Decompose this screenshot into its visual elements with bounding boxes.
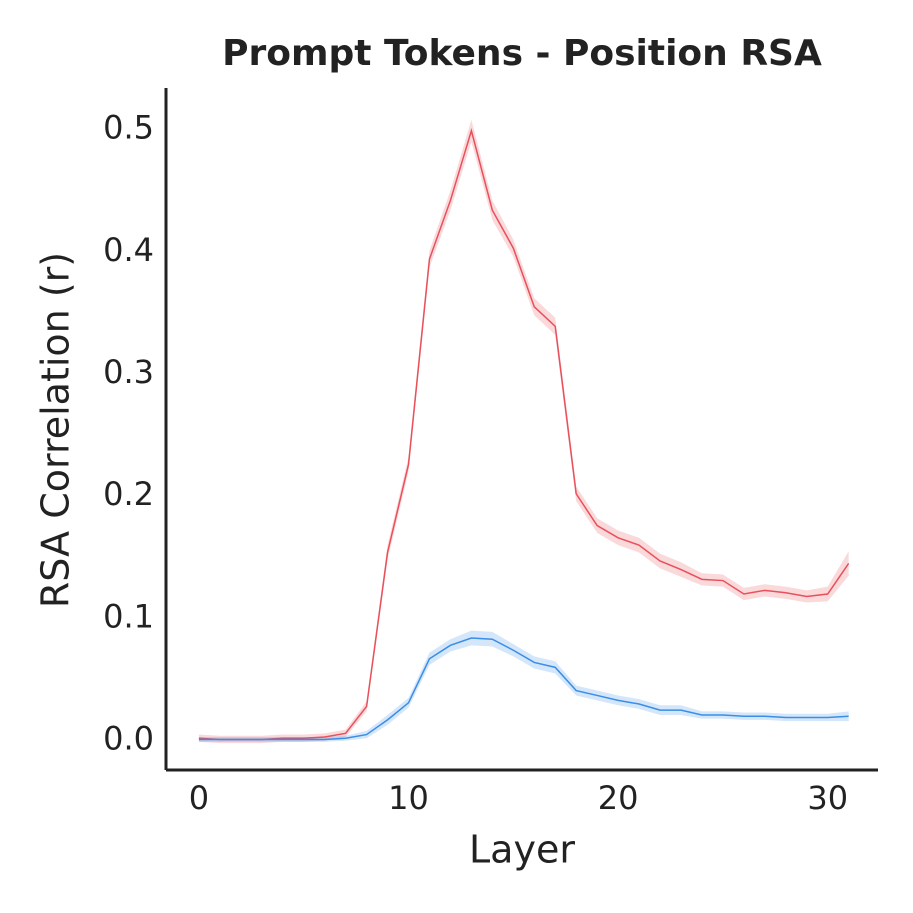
y-tick-label: 0.3 (103, 353, 154, 391)
line (198, 128, 850, 741)
x-axis-label: Layer (469, 828, 575, 872)
y-axis-label: RSA Correlation (r) (34, 252, 78, 608)
y-tick-label: 0.0 (103, 720, 154, 758)
error-band (198, 630, 849, 742)
line (198, 637, 849, 741)
y-tick-label: 0.5 (103, 109, 154, 147)
y-tick-label: 0.4 (103, 231, 154, 269)
y-tick-label: 0.1 (103, 597, 154, 635)
x-tick-label: 20 (598, 779, 639, 817)
x-tick-label: 30 (807, 779, 848, 817)
error-band (198, 119, 849, 744)
y-tick-label: 0.2 (103, 475, 154, 513)
x-tick-label: 0 (189, 779, 209, 817)
chart-title: Prompt Tokens - Position RSA (222, 33, 822, 74)
x-tick-label: 10 (388, 779, 429, 817)
